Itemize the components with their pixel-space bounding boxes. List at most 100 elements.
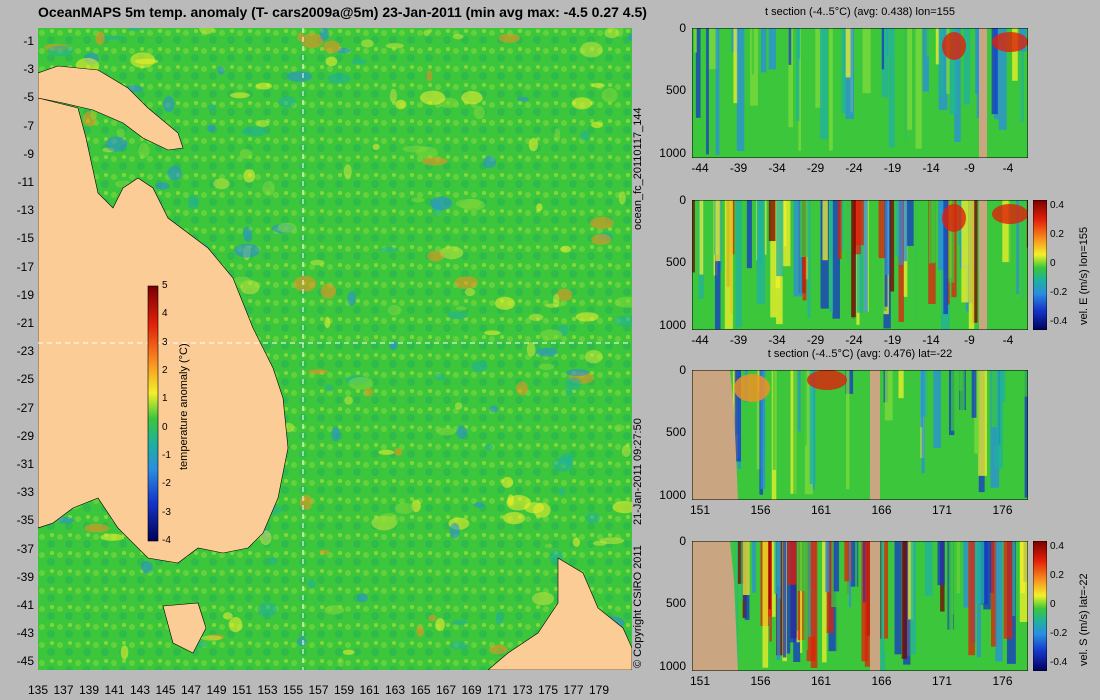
lon-tick-label: 137: [53, 683, 74, 697]
section-streak: [753, 200, 757, 299]
lat-tick-label: -29: [16, 428, 34, 443]
section-streak: [933, 370, 941, 448]
section-streak: [915, 28, 922, 149]
map-colorbar-tick: 1: [162, 393, 168, 405]
lat-tick-label: -25: [16, 372, 34, 387]
section-streak: [768, 541, 771, 610]
depth-tick-label: 1000: [659, 317, 686, 332]
velocity-colorbar-tick: -0.4: [1050, 657, 1068, 668]
section-streak: [819, 28, 829, 140]
velocity-colorbar-tick: 0.4: [1050, 541, 1064, 552]
section-streak: [906, 200, 914, 246]
section-streak: [804, 370, 813, 495]
velocity-colorbar-tick: -0.2: [1050, 628, 1068, 639]
velocity-colorbar-tick: 0: [1050, 258, 1056, 269]
section-streak: [898, 370, 904, 399]
lon-tick-label: 171: [486, 683, 508, 697]
map-colorbar-tick: -4: [162, 535, 171, 546]
section-streak: [832, 200, 840, 319]
depth-tick-label: 500: [665, 83, 686, 98]
section-streak: [1020, 200, 1026, 320]
lat-tick-label: -15: [16, 231, 34, 246]
section-streak: [751, 28, 755, 75]
section-streak: [787, 541, 797, 585]
section-streak: [989, 200, 998, 327]
depth-tick-label: 0: [679, 21, 686, 35]
section-streak: [891, 541, 894, 638]
section-streak: [926, 28, 931, 57]
section-streak: [939, 28, 944, 96]
section-streak: [884, 541, 888, 639]
map-colorbar-tick: -3: [162, 506, 171, 518]
section-streak: [822, 200, 828, 261]
lat-tick-label: -45: [16, 654, 34, 669]
anomaly-map[interactable]: [38, 28, 632, 670]
section-streak: [951, 541, 957, 615]
section-streak: [842, 200, 847, 287]
section-streak: [760, 28, 767, 73]
section-x-tick-label: -39: [729, 161, 748, 175]
section-streak: [924, 541, 933, 596]
section-streak: [901, 200, 908, 262]
section-streak: [991, 28, 998, 115]
section-streak: [1026, 200, 1028, 248]
depth-tick-label: 1000: [659, 658, 686, 673]
section-streak: [938, 200, 944, 270]
velocity-colorbar-tick: 0: [1050, 599, 1056, 610]
lat-tick-label: -9: [23, 146, 34, 161]
section-x-tick-label: 156: [750, 674, 771, 688]
lon-tick-label: 175: [537, 683, 559, 697]
section-streak: [963, 541, 969, 608]
section-warm-core: [807, 370, 847, 390]
section-streak: [853, 370, 856, 488]
section-plot[interactable]: [692, 370, 1028, 500]
section-streak: [837, 28, 842, 119]
section-x-tick-label: -44: [691, 161, 709, 175]
map-colorbar-tick: 0: [162, 421, 168, 433]
section-streak: [932, 541, 938, 619]
section-streak: [983, 541, 991, 610]
forecast-label: ocean_fc_20110117_144: [632, 107, 644, 230]
section-plot[interactable]: [692, 28, 1028, 158]
section-streak: [894, 370, 899, 479]
section-streak: [968, 541, 975, 656]
section-streak: [798, 28, 801, 151]
section-streak: [963, 28, 971, 105]
section-plot[interactable]: [692, 200, 1028, 330]
depth-tick-label: 1000: [659, 487, 686, 502]
depth-tick-label: 0: [679, 534, 686, 548]
lon-tick-label: 135: [27, 683, 49, 697]
section-streak: [788, 28, 794, 128]
section-streak: [846, 370, 850, 490]
section-streak: [978, 370, 988, 476]
section-streak: [840, 28, 846, 114]
section-streak: [833, 541, 840, 592]
section-warm-core: [942, 32, 966, 60]
section-x-tick-label: -14: [922, 161, 940, 175]
section-streak: [1011, 541, 1016, 616]
section-streak: [881, 28, 885, 70]
section-x-tick-label: 166: [871, 503, 892, 517]
section-streak: [789, 541, 797, 643]
section-streak: [921, 370, 925, 474]
lon-tick-label: 141: [104, 683, 125, 697]
lon-tick-label: 163: [384, 683, 406, 697]
lat-tick-label: -39: [16, 569, 34, 584]
section-streak: [800, 541, 803, 653]
lon-tick-label: 155: [282, 683, 304, 697]
section-x-tick-label: 161: [810, 503, 832, 517]
section-plot[interactable]: [692, 541, 1028, 671]
section-streak: [756, 200, 766, 305]
section-streak: [844, 541, 852, 582]
section-streak: [815, 200, 820, 317]
section-x-tick-label: -4: [1002, 161, 1014, 175]
section-streak: [740, 541, 743, 602]
section-streak: [921, 28, 929, 92]
lat-tick-label: -43: [16, 626, 34, 641]
section-x-tick-label: -44: [691, 333, 709, 347]
section-streak: [1002, 200, 1011, 263]
section-streak: [796, 28, 800, 121]
section-streak: [796, 541, 806, 591]
section-x-tick-label: 161: [810, 674, 832, 688]
section-streak: [770, 200, 777, 318]
